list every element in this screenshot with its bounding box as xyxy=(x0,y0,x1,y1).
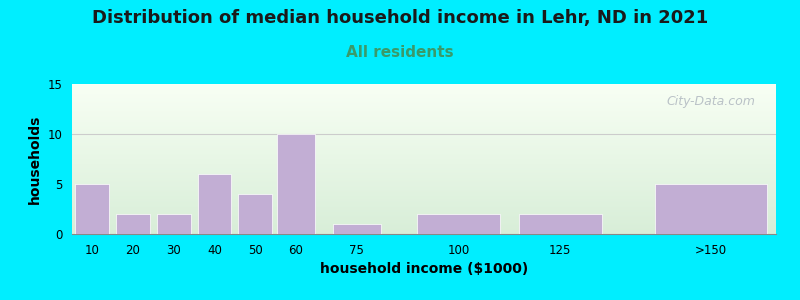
Y-axis label: households: households xyxy=(28,114,42,204)
Bar xyxy=(418,214,500,234)
Bar xyxy=(157,214,190,234)
Text: City-Data.com: City-Data.com xyxy=(666,94,755,107)
Text: Distribution of median household income in Lehr, ND in 2021: Distribution of median household income … xyxy=(92,9,708,27)
Text: All residents: All residents xyxy=(346,45,454,60)
Bar xyxy=(519,214,602,234)
Bar xyxy=(198,174,231,234)
Bar xyxy=(333,224,381,234)
Bar xyxy=(654,184,767,234)
Bar xyxy=(116,214,150,234)
Bar xyxy=(277,134,314,234)
Bar xyxy=(75,184,109,234)
X-axis label: household income ($1000): household income ($1000) xyxy=(320,262,528,276)
Bar xyxy=(238,194,272,234)
